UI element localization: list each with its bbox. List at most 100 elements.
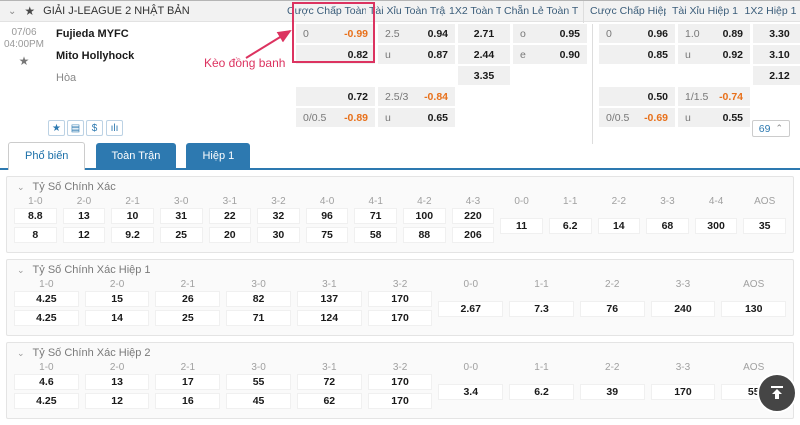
- score-odds-cell[interactable]: 26: [155, 291, 221, 307]
- score-odds-cell[interactable]: 10: [111, 208, 154, 224]
- score-odds-cell[interactable]: 71: [354, 208, 397, 224]
- score-odds-cell[interactable]: 4.6: [14, 374, 79, 390]
- score-odds-cell[interactable]: 4.25: [14, 291, 79, 307]
- odds-cell[interactable]: 0.82: [296, 45, 375, 64]
- odds-cell[interactable]: 2.71: [458, 24, 510, 43]
- score-odds-cell[interactable]: 13: [84, 374, 150, 390]
- score-odds-cell[interactable]: 206: [451, 227, 495, 243]
- score-odds-cell[interactable]: 30: [257, 227, 300, 243]
- score-odds-cell[interactable]: 4.25: [14, 310, 79, 326]
- odds-cell[interactable]: 0/0.5 -0.69: [599, 108, 675, 127]
- score-odds-cell[interactable]: 39: [579, 383, 645, 400]
- score-odds-cell[interactable]: 170: [367, 393, 433, 409]
- score-odds-cell[interactable]: 75: [305, 227, 349, 243]
- score-odds-cell[interactable]: 14: [597, 217, 641, 234]
- score-odds-cell[interactable]: 31: [159, 208, 203, 224]
- score-odds-cell[interactable]: 71: [226, 310, 291, 326]
- score-odds-cell[interactable]: 2.67: [438, 300, 504, 317]
- score-odds-cell[interactable]: 4.25: [14, 393, 79, 409]
- odds-cell[interactable]: 3.35: [458, 66, 510, 85]
- score-odds-cell[interactable]: 45: [226, 393, 291, 409]
- score-odds-cell[interactable]: 16: [155, 393, 221, 409]
- score-odds-cell[interactable]: 240: [650, 300, 716, 317]
- score-odds-cell[interactable]: 22: [208, 208, 252, 224]
- chevron-down-icon[interactable]: ⌄: [8, 5, 17, 17]
- score-odds-cell[interactable]: 72: [296, 374, 362, 390]
- odds-cell[interactable]: 2.44: [458, 45, 510, 64]
- score-odds-cell[interactable]: 62: [296, 393, 362, 409]
- score-odds-cell[interactable]: 300: [694, 217, 738, 234]
- score-odds-cell[interactable]: 8: [14, 227, 57, 243]
- score-odds-cell[interactable]: 35: [743, 217, 786, 234]
- score-odds-cell[interactable]: 6.2: [548, 217, 592, 234]
- score-odds-cell[interactable]: 170: [650, 383, 716, 400]
- odds-cell[interactable]: 2.12: [753, 66, 800, 85]
- score-odds-cell[interactable]: 170: [367, 374, 433, 390]
- score-odds-cell[interactable]: 11: [500, 217, 543, 234]
- score-odds-cell[interactable]: 170: [367, 291, 433, 307]
- score-odds-cell[interactable]: 3.4: [438, 383, 504, 400]
- league-favorite-star-icon[interactable]: ★: [24, 4, 36, 18]
- score-odds-cell[interactable]: 220: [451, 208, 495, 224]
- score-odds-cell[interactable]: 25: [159, 227, 203, 243]
- odds-cell[interactable]: 2.5/3 -0.84: [378, 87, 455, 106]
- score-odds-cell[interactable]: 8.8: [14, 208, 57, 224]
- score-odds-cell[interactable]: 25: [155, 310, 221, 326]
- score-odds-cell[interactable]: 9.2: [111, 227, 154, 243]
- score-odds-cell[interactable]: 12: [84, 393, 150, 409]
- chevron-down-icon[interactable]: ⌄: [17, 181, 25, 192]
- betslip-icon[interactable]: ▤: [67, 120, 84, 136]
- favorite-star-icon[interactable]: ★: [48, 120, 65, 136]
- score-odds-cell[interactable]: 170: [367, 310, 433, 326]
- annotation-label: Kèo đồng banh: [204, 56, 286, 70]
- score-odds-cell[interactable]: 6.2: [509, 383, 574, 400]
- draw-column: 1-1 7.3: [506, 278, 577, 329]
- tab-pho-bien[interactable]: Phổ biến: [8, 142, 86, 170]
- odds-cell[interactable]: 1.0 0.89: [678, 24, 750, 43]
- odds-cell[interactable]: u 0.55: [678, 108, 750, 127]
- score-odds-cell[interactable]: 58: [354, 227, 397, 243]
- odds-cell[interactable]: 0 0.96: [599, 24, 675, 43]
- odds-cell[interactable]: o 0.95: [513, 24, 587, 43]
- score-odds-cell[interactable]: 32: [257, 208, 300, 224]
- odds-cell[interactable]: 0/0.5 -0.89: [296, 108, 375, 127]
- match-favorite-star-icon[interactable]: ★: [18, 54, 30, 68]
- odds-cell[interactable]: 1/1.5 -0.74: [678, 87, 750, 106]
- score-odds-cell[interactable]: 88: [403, 227, 446, 243]
- score-odds-cell[interactable]: 17: [155, 374, 221, 390]
- score-odds-cell[interactable]: 20: [208, 227, 252, 243]
- odds-cell[interactable]: 0.72: [296, 87, 375, 106]
- score-odds-cell[interactable]: 82: [226, 291, 291, 307]
- score-odds-cell[interactable]: 96: [305, 208, 349, 224]
- odds-cell[interactable]: e 0.90: [513, 45, 587, 64]
- stats-icon[interactable]: ılı: [106, 120, 123, 136]
- score-odds-cell[interactable]: 55: [226, 374, 291, 390]
- chevron-down-icon[interactable]: ⌄: [17, 347, 25, 358]
- tab-toan-tran[interactable]: Toàn Trận: [95, 143, 177, 169]
- score-odds-cell[interactable]: 137: [296, 291, 362, 307]
- tab-hiep-1[interactable]: Hiệp 1: [186, 143, 251, 169]
- score-odds-cell[interactable]: 124: [296, 310, 362, 326]
- score-odds-cell[interactable]: 12: [62, 227, 106, 243]
- chevron-down-icon[interactable]: ⌄: [17, 264, 25, 275]
- more-markets-button[interactable]: 69 ⌃: [751, 120, 790, 137]
- score-odds-cell[interactable]: 130: [721, 300, 787, 317]
- odds-cell[interactable]: u 0.65: [378, 108, 455, 127]
- score-odds-cell[interactable]: 100: [403, 208, 446, 224]
- odds-cell[interactable]: 3.30: [753, 24, 800, 43]
- score-odds-cell[interactable]: 13: [62, 208, 106, 224]
- odds-cell[interactable]: 2.5 0.94: [378, 24, 455, 43]
- odds-cell[interactable]: 3.10: [753, 45, 800, 64]
- score-odds-cell[interactable]: 15: [84, 291, 150, 307]
- scroll-to-top-button[interactable]: [757, 373, 797, 413]
- odds-cell[interactable]: u 0.87: [378, 45, 455, 64]
- score-odds-cell[interactable]: 76: [579, 300, 645, 317]
- dollar-icon[interactable]: $: [86, 120, 103, 136]
- score-odds-cell[interactable]: 7.3: [509, 300, 574, 317]
- score-odds-cell[interactable]: 14: [84, 310, 150, 326]
- odds-cell[interactable]: 0.85: [599, 45, 675, 64]
- odds-cell[interactable]: 0.50: [599, 87, 675, 106]
- odds-cell[interactable]: u 0.92: [678, 45, 750, 64]
- score-odds-cell[interactable]: 68: [646, 217, 689, 234]
- odds-cell[interactable]: 0 -0.99: [296, 24, 375, 43]
